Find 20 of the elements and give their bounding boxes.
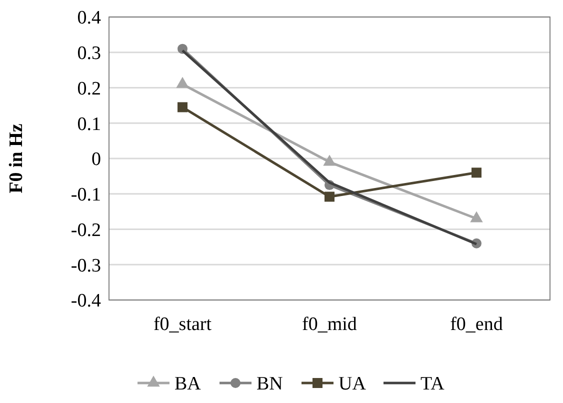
- y-axis-title: F0 in Hz: [6, 123, 27, 194]
- legend-label: BA: [174, 374, 202, 395]
- point: [324, 192, 334, 202]
- x-tick-label: f0_mid: [302, 314, 358, 335]
- y-tick-label: 0.1: [77, 114, 101, 135]
- y-tick-label: -0.1: [70, 184, 101, 206]
- point: [178, 102, 188, 112]
- y-tick-label: -0.4: [70, 290, 102, 312]
- x-tick-label: f0_start: [153, 314, 212, 335]
- legend-label: TA: [420, 374, 445, 395]
- x-tick-label: f0_end: [450, 314, 504, 335]
- y-tick-label: 0.4: [77, 8, 102, 29]
- point: [472, 168, 482, 178]
- y-tick-label: 0: [92, 149, 101, 170]
- y-tick-label: -0.2: [70, 220, 101, 241]
- legend-label: UA: [338, 374, 366, 395]
- y-tick-label: 0.2: [77, 78, 101, 100]
- y-tick-label: -0.3: [70, 255, 101, 276]
- legend-label: BN: [256, 374, 284, 395]
- y-tick-label: 0.3: [77, 43, 101, 64]
